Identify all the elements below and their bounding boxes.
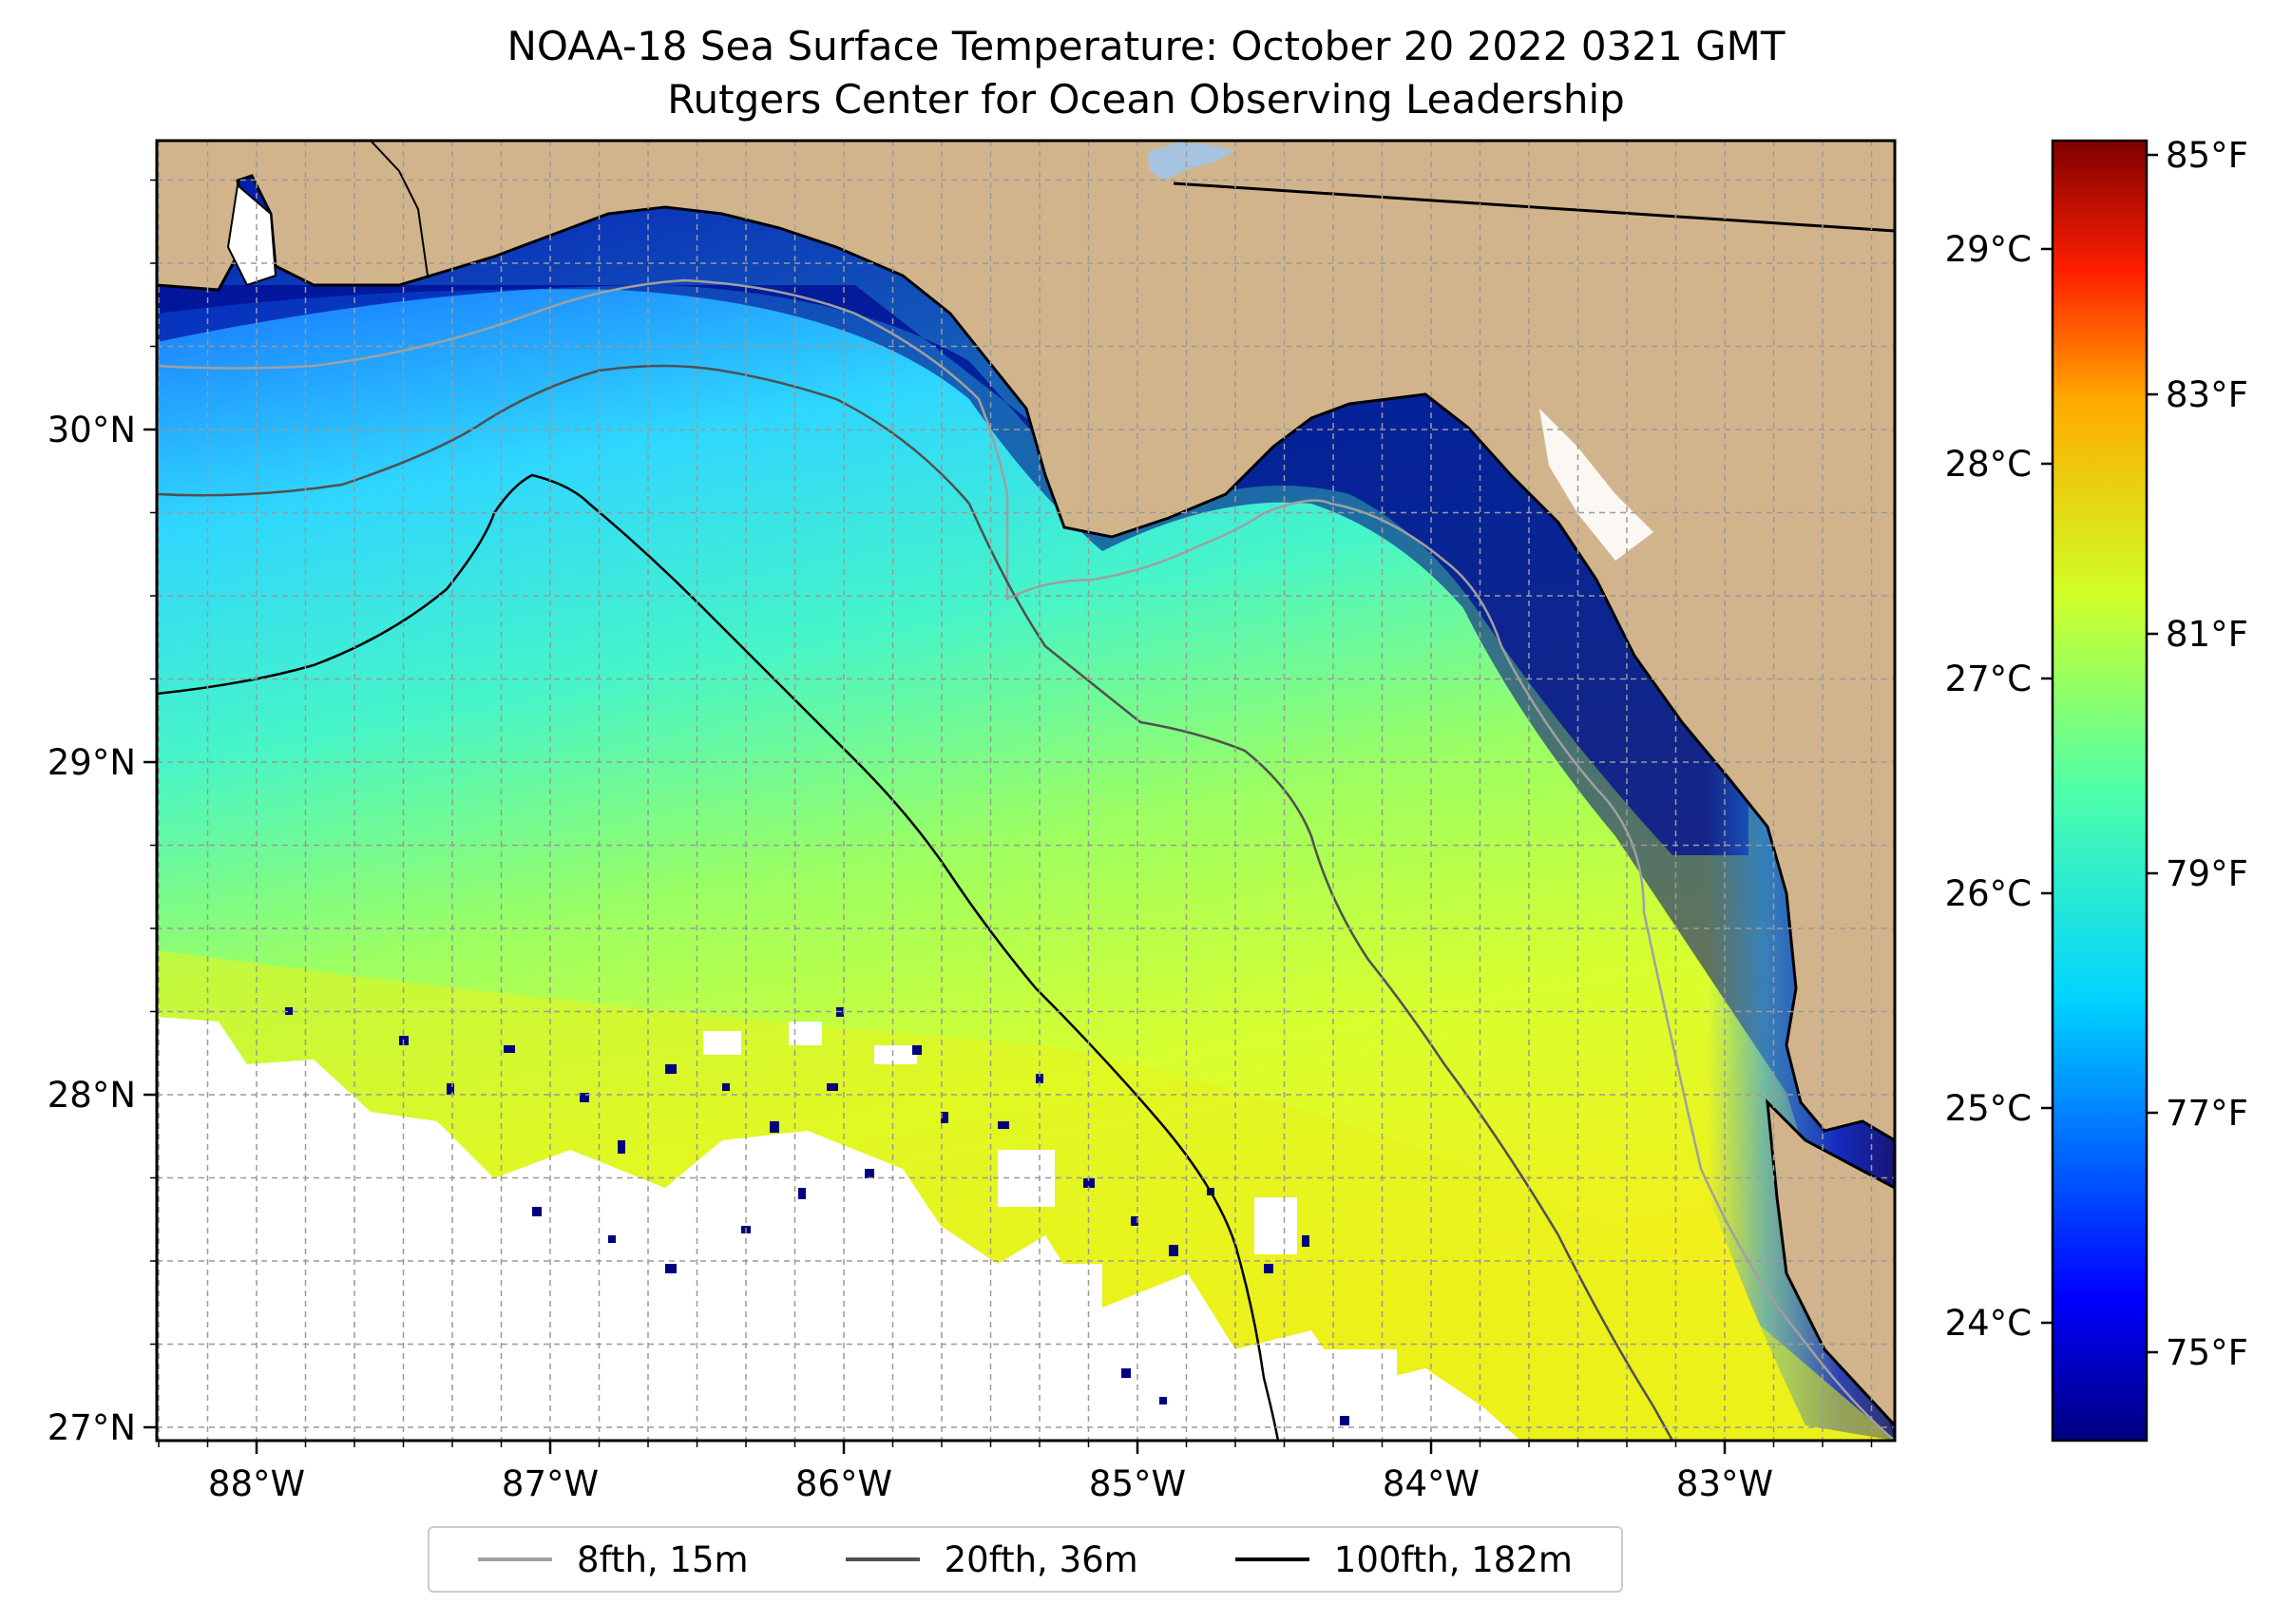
legend-item-20fth: 20fth, 36m bbox=[845, 1538, 1138, 1580]
colorbar-celsius-label: 25°C bbox=[1945, 1088, 2032, 1129]
longitude-tick-label: 83°W bbox=[1676, 1463, 1773, 1504]
state-border bbox=[1173, 182, 1895, 233]
cold-shelf-waters bbox=[157, 141, 1895, 1441]
map-title-line-2: Rutgers Center for Ocean Observing Leade… bbox=[667, 76, 1625, 123]
colorbar-fahrenheit-label: 75°F bbox=[2166, 1332, 2248, 1373]
longitude-axis: 88°W 87°W 86°W 85°W 84°W 83°W bbox=[158, 1441, 1873, 1504]
isobath-20fth bbox=[157, 364, 1674, 1441]
colorbar-celsius-label: 27°C bbox=[1945, 659, 2032, 699]
isobath-legend: 8fth, 15m 20fth, 36m 100fth, 182m bbox=[428, 1526, 1623, 1593]
longitude-tick-label: 84°W bbox=[1383, 1463, 1480, 1504]
legend-item-8fth: 8fth, 15m bbox=[478, 1539, 749, 1580]
legend-label-100fth: 100fth, 182m bbox=[1333, 1538, 1573, 1580]
legend-swatch-20fth bbox=[845, 1557, 920, 1561]
map-gridlines bbox=[157, 141, 1895, 1441]
colorbar-celsius-label: 24°C bbox=[1945, 1303, 2032, 1344]
latitude-tick-label: 29°N bbox=[48, 742, 136, 783]
legend-item-100fth: 100fth, 182m bbox=[1234, 1538, 1573, 1580]
map-title-line-1: NOAA-18 Sea Surface Temperature: October… bbox=[506, 23, 1786, 69]
colorbar-fahrenheit-label: 77°F bbox=[2166, 1093, 2248, 1134]
legend-swatch-8fth bbox=[478, 1557, 553, 1561]
legend-label-20fth: 20fth, 36m bbox=[944, 1538, 1138, 1580]
no-data-cloud-region bbox=[157, 1017, 1520, 1441]
legend-swatch-100fth bbox=[1234, 1557, 1309, 1561]
colorbar-celsius-label: 29°C bbox=[1945, 229, 2032, 270]
colorbar-fahrenheit-label: 85°F bbox=[2166, 135, 2248, 176]
map-area bbox=[157, 141, 1895, 1441]
isobath-8fth bbox=[157, 278, 1895, 1441]
latitude-tick-label: 27°N bbox=[48, 1407, 136, 1448]
colorbar-fahrenheit-label: 81°F bbox=[2166, 614, 2248, 655]
colorbar-fahrenheit-axis: 85°F 83°F 81°F 79°F 77°F 75°F bbox=[2147, 135, 2248, 1373]
latitude-axis: 30°N 29°N 28°N 27°N bbox=[48, 179, 157, 1448]
longitude-tick-label: 87°W bbox=[502, 1463, 599, 1504]
latitude-tick-label: 30°N bbox=[48, 410, 136, 450]
colorbar-celsius-label: 28°C bbox=[1945, 444, 2032, 485]
speckle-noise bbox=[285, 1007, 1349, 1425]
colorbar bbox=[2051, 139, 2149, 1442]
colorbar-celsius-label: 26°C bbox=[1945, 873, 2032, 914]
longitude-tick-label: 85°W bbox=[1089, 1463, 1186, 1504]
colorbar-celsius-axis: 29°C 28°C 27°C 26°C 25°C 24°C bbox=[1945, 229, 2053, 1344]
colorbar-fahrenheit-label: 79°F bbox=[2166, 853, 2248, 894]
lake bbox=[1148, 143, 1235, 181]
map-frame bbox=[155, 139, 1897, 1442]
longitude-tick-label: 86°W bbox=[795, 1463, 892, 1504]
latitude-tick-label: 28°N bbox=[48, 1075, 136, 1116]
isobath-100fth bbox=[157, 473, 1280, 1441]
colorbar-fahrenheit-label: 83°F bbox=[2166, 374, 2248, 415]
legend-label-8fth: 8fth, 15m bbox=[577, 1538, 749, 1580]
longitude-tick-label: 88°W bbox=[208, 1463, 305, 1504]
